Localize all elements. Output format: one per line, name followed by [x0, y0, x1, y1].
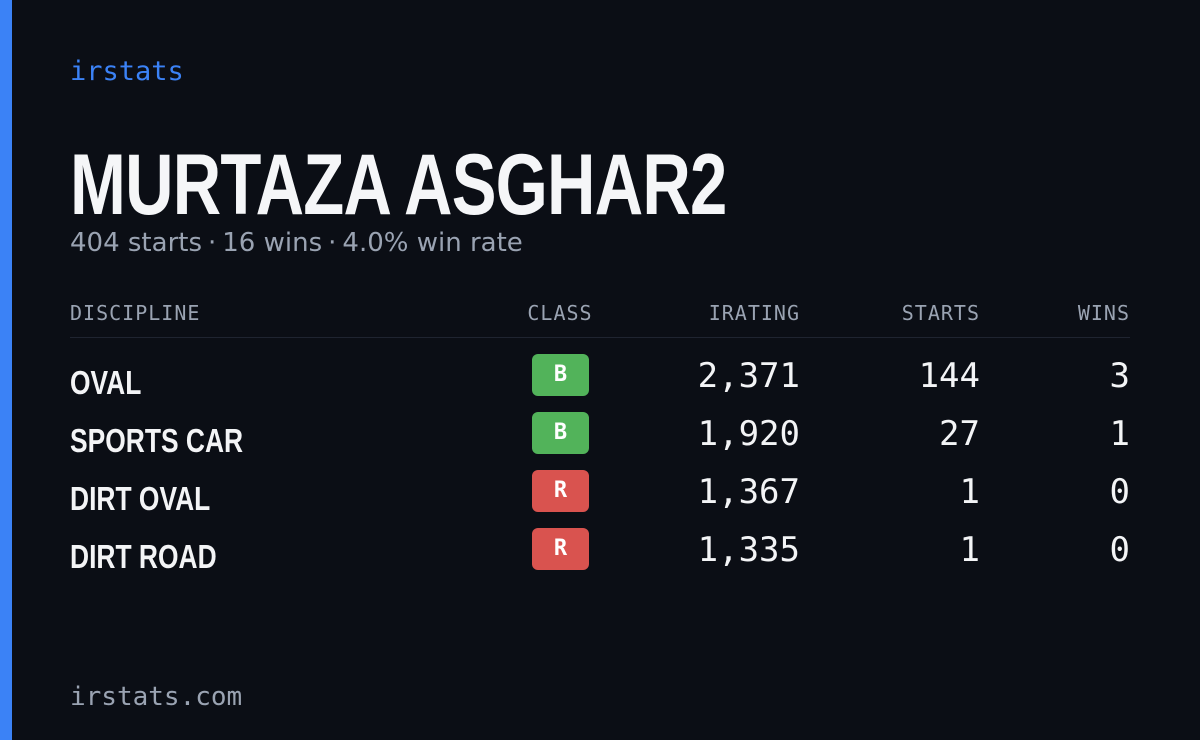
column-header: WINS	[1077, 301, 1130, 325]
discipline: DIRT ROAD	[70, 538, 217, 575]
wins: 0	[1109, 472, 1130, 512]
class-badge: R	[532, 470, 589, 512]
brand: irstats	[70, 56, 184, 87]
column-header: DISCIPLINE	[70, 301, 201, 325]
starts: 1	[959, 530, 980, 570]
wins: 1	[1109, 414, 1130, 454]
class-badge: B	[532, 354, 589, 396]
irating: 1,335	[697, 530, 800, 570]
starts: 27	[939, 414, 980, 454]
discipline: DIRT OVAL	[70, 480, 211, 517]
wins: 0	[1109, 530, 1130, 570]
footer: irstats.com	[70, 682, 243, 712]
discipline: OVAL	[70, 364, 142, 401]
irating: 1,367	[697, 472, 800, 512]
summary-item: 4.0% win rate	[342, 228, 523, 258]
irating: 2,371	[697, 356, 800, 396]
header-rule	[70, 337, 1130, 338]
class-badge: B	[532, 412, 589, 454]
separator: ·	[328, 228, 337, 258]
irating: 1,920	[697, 414, 800, 454]
starts: 1	[959, 472, 980, 512]
wins: 3	[1109, 356, 1130, 396]
starts: 144	[918, 356, 980, 396]
separator: ·	[208, 228, 217, 258]
summary-item: 16 wins	[222, 228, 323, 258]
discipline: SPORTS CAR	[70, 422, 244, 459]
summary-item: 404 starts	[70, 228, 202, 258]
summary: 404 starts · 16 wins · 4.0% win rate	[70, 228, 523, 258]
column-header: CLASS	[527, 301, 593, 325]
driver-name: MURTAZA ASGHAR2	[70, 137, 727, 233]
column-header: STARTS	[901, 301, 980, 325]
column-header: IRATING	[708, 301, 800, 325]
class-badge: R	[532, 528, 589, 570]
accent-stripe	[0, 0, 12, 740]
